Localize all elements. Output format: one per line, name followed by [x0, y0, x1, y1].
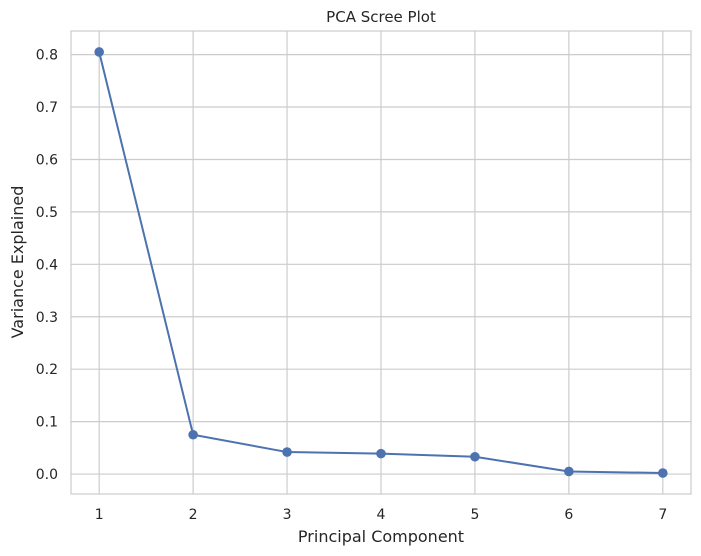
chart-title: PCA Scree Plot [326, 8, 436, 26]
y-tick-label: 0.0 [36, 467, 58, 483]
y-tick-labels: 0.0 0.1 0.2 0.3 0.4 0.5 0.6 0.7 0.8 [36, 48, 58, 483]
y-tick-label: 0.8 [36, 48, 58, 64]
y-tick-label: 0.7 [36, 100, 58, 116]
y-axis-label: Variance Explained [8, 186, 27, 339]
data-point [376, 448, 386, 459]
x-tick-label: 2 [189, 507, 198, 523]
series-layer [94, 47, 668, 478]
y-tick-label: 0.2 [36, 362, 58, 378]
data-point [658, 468, 668, 478]
grid [71, 31, 691, 494]
x-axis-label: Principal Component [298, 527, 464, 546]
plot-frame [70, 30, 692, 495]
data-point [470, 451, 480, 462]
data-point [282, 447, 292, 457]
y-tick-label: 0.6 [36, 152, 58, 168]
y-tick-label: 0.5 [36, 205, 58, 221]
x-tick-label: 6 [564, 507, 573, 523]
x-tick-label: 1 [95, 507, 104, 523]
x-tick-labels: 1 2 3 4 5 6 7 [95, 507, 668, 523]
y-tick-label: 0.3 [36, 310, 58, 326]
y-tick-label: 0.4 [36, 257, 58, 273]
x-tick-label: 4 [377, 507, 386, 523]
x-tick-label: 3 [283, 507, 292, 523]
y-tick-label: 0.1 [36, 415, 58, 431]
x-tick-label: 5 [470, 507, 479, 523]
data-point [94, 47, 104, 57]
x-tick-label: 7 [658, 507, 667, 523]
data-point [188, 429, 198, 440]
data-point [564, 466, 574, 477]
